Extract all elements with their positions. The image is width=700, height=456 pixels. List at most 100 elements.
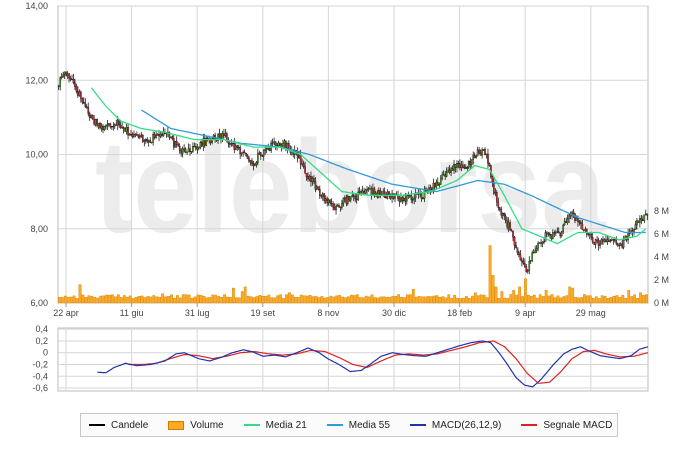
candle-body	[62, 74, 64, 78]
volume-bar	[426, 296, 430, 304]
candle-body	[96, 119, 98, 126]
candle-body	[360, 191, 362, 194]
volume-bar	[264, 295, 268, 304]
candle-body	[364, 189, 367, 194]
candle-body	[435, 181, 438, 188]
volume-bar	[394, 295, 398, 304]
volume-bar	[116, 294, 120, 304]
candle-body	[65, 71, 67, 76]
candle-body	[521, 259, 523, 262]
candle-body	[487, 153, 489, 164]
volume-bar	[521, 296, 524, 304]
volume-bar	[140, 295, 144, 304]
candle-body	[310, 176, 312, 182]
volume-bar	[332, 296, 336, 304]
candle-body	[103, 126, 106, 131]
candle-body	[77, 91, 79, 96]
candle-body	[606, 239, 609, 242]
candle-body	[333, 207, 336, 211]
volume-bar	[111, 294, 114, 304]
y-tick-label: 14,00	[25, 1, 48, 11]
candle-body	[605, 239, 607, 242]
volume-bar	[391, 296, 395, 304]
volume-tick-label: 0 M	[654, 298, 669, 308]
volume-bar	[530, 295, 533, 304]
volume-bar	[535, 297, 539, 304]
candle-body	[81, 98, 84, 103]
candle-body	[613, 239, 616, 241]
candle-body	[245, 153, 247, 156]
candle-body	[634, 224, 637, 230]
candle-body	[646, 213, 649, 216]
volume-bar	[158, 296, 162, 304]
macd-y-tick-label: 0,4	[35, 324, 48, 334]
volume-bar	[69, 296, 73, 304]
candle-body	[78, 91, 81, 96]
candle-body	[94, 119, 97, 125]
candle-body	[141, 134, 144, 142]
candle-body	[146, 138, 149, 142]
candle-body	[283, 140, 286, 144]
volume-bar	[90, 296, 94, 304]
volume-bar	[621, 294, 625, 304]
candle-body	[200, 142, 203, 147]
volume-bar	[261, 296, 265, 304]
candle-body	[226, 133, 228, 141]
candles	[57, 71, 649, 275]
candle-body	[271, 142, 274, 144]
candle-body	[234, 145, 237, 150]
volume-bar	[515, 294, 519, 304]
volume-bar	[485, 297, 489, 304]
candle-body	[175, 141, 178, 145]
candle-body	[136, 134, 138, 136]
volume-bar	[645, 294, 648, 304]
candle-body	[257, 153, 259, 163]
candle-body	[268, 148, 271, 151]
candle-body	[423, 188, 426, 199]
y-tick-label: 12,00	[25, 75, 48, 85]
candle-body	[198, 147, 200, 149]
candle-body	[299, 154, 302, 165]
volume-bar	[532, 294, 536, 304]
candle-body	[161, 134, 163, 136]
candle-body	[469, 160, 472, 165]
volume-bar	[577, 297, 580, 304]
volume-bar	[636, 298, 639, 304]
volume-bar	[149, 296, 153, 304]
macd-y-tick-label: -0,2	[32, 360, 48, 370]
x-tick-label: 31 lug	[185, 308, 210, 318]
volume-bar	[335, 295, 339, 304]
macd-grid	[57, 327, 649, 392]
volume-bar	[624, 298, 628, 304]
candle-body	[522, 261, 525, 264]
candle-body	[441, 174, 444, 179]
volume-tick-label: 2 M	[654, 275, 669, 285]
candle-body	[473, 154, 476, 158]
volume-bar	[538, 294, 542, 304]
volume-bar	[291, 294, 294, 304]
volume-bar	[580, 297, 583, 304]
candle-body	[108, 123, 110, 125]
candle-body	[82, 102, 85, 104]
candle-body	[618, 244, 621, 247]
volume-bar	[574, 297, 578, 304]
candle-body	[336, 205, 339, 207]
candle-body	[264, 148, 267, 151]
volume-bar	[173, 297, 176, 304]
volume-bar	[441, 296, 445, 304]
candle-body	[321, 193, 324, 197]
volume-bar	[294, 296, 297, 304]
candle-body	[302, 163, 305, 167]
price-axes: 14,00 12,00 10,00 8,00 6,00 8 M 6 M 4 M 2 M 0 M 22…	[25, 1, 669, 318]
volume-bar	[600, 295, 604, 304]
candle-body	[90, 114, 93, 118]
candle-body	[408, 195, 411, 197]
candle-body	[218, 133, 221, 135]
candle-body	[563, 221, 566, 226]
candle-body	[84, 102, 87, 107]
candle-body	[379, 190, 382, 195]
volume-bar	[338, 295, 342, 304]
candle-body	[509, 222, 511, 231]
candle-body	[130, 133, 132, 136]
